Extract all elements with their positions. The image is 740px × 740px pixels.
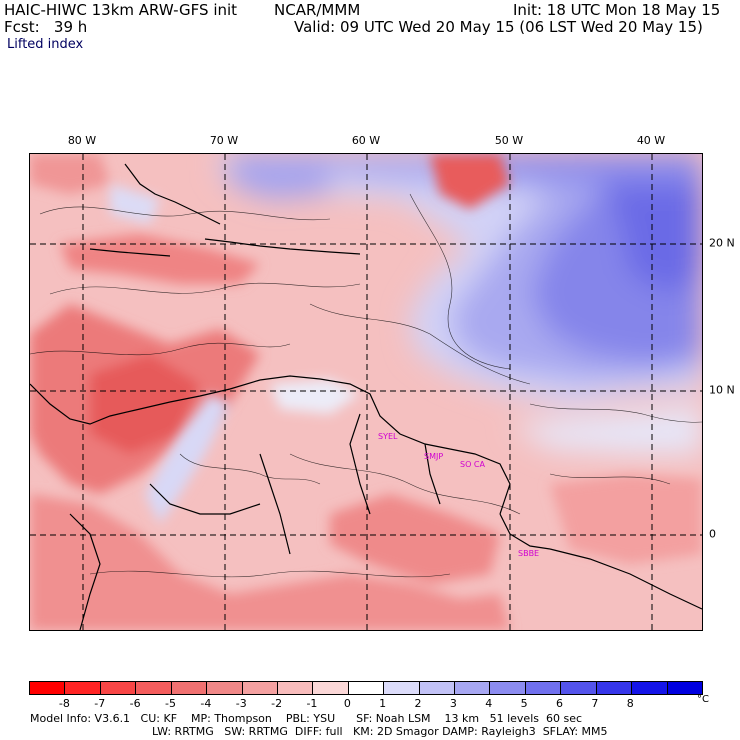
valid-time: Valid: 09 UTC Wed 20 May 15 (06 LST Wed … (294, 18, 703, 36)
station-label-soca: SO CA (460, 460, 485, 469)
lon-label-70w: 70 W (209, 134, 239, 147)
color-scale-tick-label: -7 (94, 697, 106, 710)
color-scale-tick-label: 7 (591, 697, 599, 710)
color-scale-tick-label: -2 (271, 697, 283, 710)
station-label-sbbe: SBBE (518, 549, 540, 558)
color-scale-cell (455, 682, 491, 694)
color-scale-tick-label: 8 (626, 697, 634, 710)
forecast-hour: Fcst: 39 h (4, 18, 88, 36)
lat-label-20n: 20 N (709, 236, 735, 250)
color-scale-tick-label: 2 (414, 697, 422, 710)
color-scale-cell (525, 682, 562, 694)
color-scale-cell (277, 682, 314, 694)
model-info-line2: LW: RRTMG SW: RRTMG DIFF: full KM: 2D Sm… (152, 725, 608, 738)
stable-patches (110, 184, 360, 524)
color-scale-tick-label: -1 (306, 697, 318, 710)
color-scale-cell (667, 682, 703, 694)
color-scale-cell (419, 682, 456, 694)
lat-label-10n: 10 N (709, 383, 735, 397)
station-label-syel: SYEL (378, 432, 398, 441)
lifted-index-contours (30, 193, 702, 578)
lon-label-40w: 40 W (636, 134, 666, 147)
model-title: HAIC-HIWC 13km ARW-GFS init (4, 1, 238, 19)
color-scale-tick-label: -3 (235, 697, 247, 710)
unstable-region-shading (30, 154, 702, 630)
color-scale-tick-label: 6 (556, 697, 564, 710)
init-time: Init: 18 UTC Mon 18 May 15 (513, 1, 721, 19)
color-scale-cell (30, 682, 66, 694)
color-scale-tick-label: -6 (129, 697, 141, 710)
lat-lon-grid (30, 154, 702, 630)
color-scale-tick-label: 1 (379, 697, 387, 710)
stable-region-shading (220, 154, 702, 454)
station-label-smjp: SMJP (424, 452, 444, 461)
color-scale-tick-label: 5 (520, 697, 528, 710)
color-scale-cell (171, 682, 208, 694)
map-canvas (30, 154, 702, 630)
color-scale-cell (207, 682, 243, 694)
color-scale-cell (100, 682, 137, 694)
color-scale-tick-label: -4 (200, 697, 212, 710)
color-scale-cell (384, 682, 420, 694)
color-scale-cell (596, 682, 633, 694)
lon-label-50w: 50 W (494, 134, 524, 147)
color-scale-cell (313, 682, 349, 694)
model-info-line1: Model Info: V3.6.1 CU: KF MP: Thompson P… (30, 712, 583, 725)
color-scale-tick-label: 3 (449, 697, 457, 710)
color-scale-tick-label: -5 (164, 697, 176, 710)
color-scale-cell (561, 682, 597, 694)
color-scale-cell (65, 682, 101, 694)
color-scale-cell (242, 682, 278, 694)
lat-label-0: 0 (709, 527, 716, 541)
color-scale-tick-label: -8 (58, 697, 70, 710)
color-scale-cell (136, 682, 172, 694)
color-scale-cell (348, 682, 385, 694)
color-scale-cell (632, 682, 668, 694)
lon-label-80w: 80 W (67, 134, 97, 147)
color-scale-tick-label: 4 (485, 697, 493, 710)
color-scale-bar (29, 681, 703, 695)
color-scale-unit: °C (697, 694, 709, 705)
organization: NCAR/MMM (274, 1, 361, 19)
color-scale-cell (490, 682, 526, 694)
lon-label-60w: 60 W (351, 134, 381, 147)
lifted-index-map (29, 153, 703, 631)
color-scale-tick-label: 0 (343, 697, 351, 710)
field-name: Lifted index (7, 37, 84, 52)
